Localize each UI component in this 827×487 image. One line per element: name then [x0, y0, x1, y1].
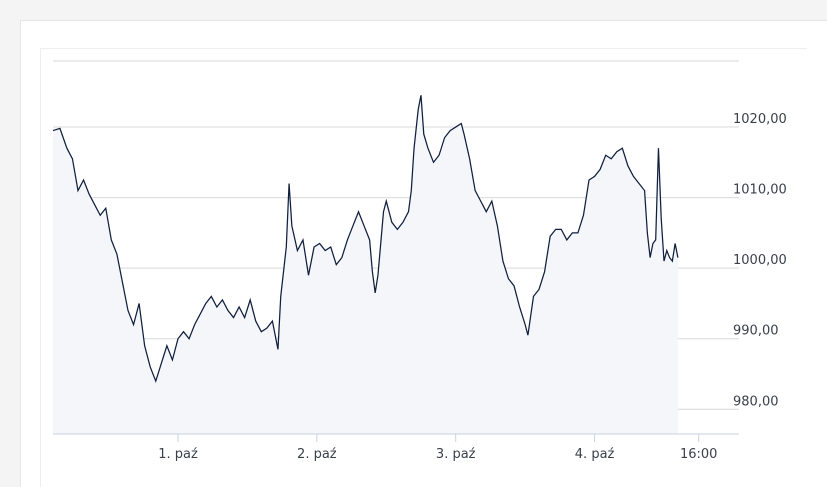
- y-axis-ticks: 980,00 990,00 1000,00 1010,00 1020,00: [733, 112, 787, 409]
- price-area-fill: [53, 95, 678, 434]
- y-tick-label: 1000,00: [733, 253, 787, 268]
- y-tick-label: 1020,00: [733, 112, 787, 127]
- x-tick-label: 16:00: [680, 447, 717, 462]
- x-tick-label: 1. paź: [158, 447, 198, 462]
- x-axis-ticks: 1. paź 2. paź 3. paź 4. paź 16:00: [158, 434, 717, 462]
- x-tick-label: 2. paź: [297, 447, 337, 462]
- y-tick-label: 980,00: [733, 394, 779, 409]
- x-tick-label: 3. paź: [436, 447, 476, 462]
- x-tick-label: 4. paź: [575, 447, 615, 462]
- price-line: [52, 95, 679, 383]
- y-tick-label: 990,00: [733, 324, 779, 339]
- y-tick-label: 1010,00: [733, 183, 787, 198]
